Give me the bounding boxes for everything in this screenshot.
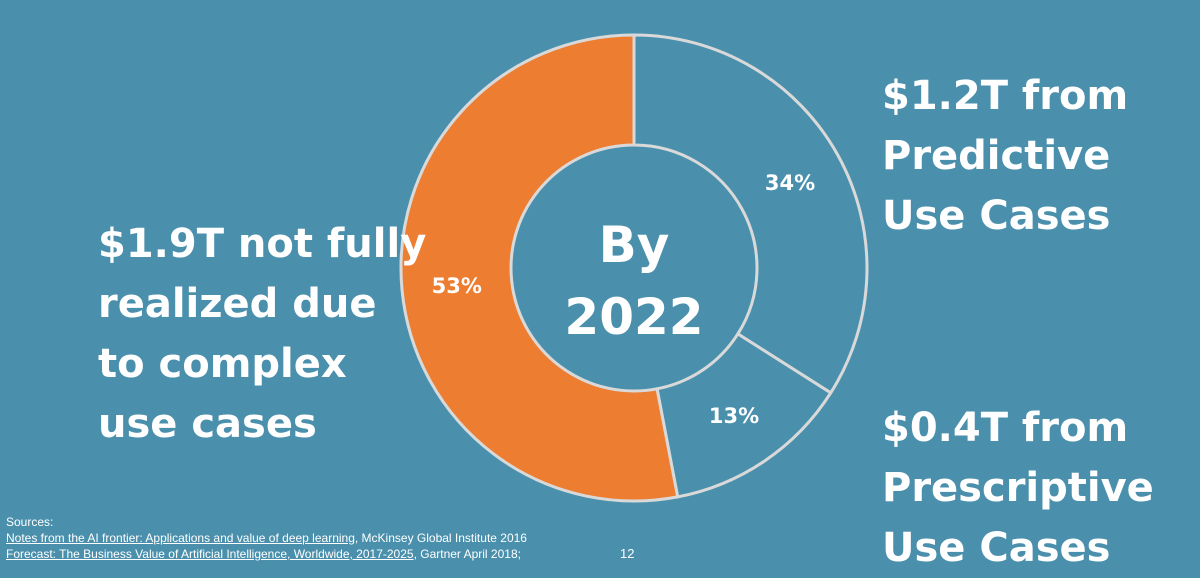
slice-value-label: 34% xyxy=(765,171,815,195)
prescriptive-annotation-line: Use Cases xyxy=(882,525,1111,571)
left-annotation: $1.9T not fully realized due to complex … xyxy=(98,214,426,454)
slice-value-label: 53% xyxy=(432,274,482,298)
sources-block: Sources: Notes from the AI frontier: App… xyxy=(6,514,527,562)
source-link[interactable]: Forecast: The Business Value of Artifici… xyxy=(6,547,414,561)
source-link[interactable]: Notes from the AI frontier: Applications… xyxy=(6,531,355,545)
donut-slice xyxy=(399,33,680,503)
left-annotation-line: $1.9T not fully xyxy=(98,221,427,267)
page-number: 12 xyxy=(620,546,635,561)
predictive-annotation-line: Predictive xyxy=(882,133,1111,179)
left-annotation-line: use cases xyxy=(98,401,317,447)
donut-slice xyxy=(632,33,869,395)
sources-heading: Sources: xyxy=(6,515,54,529)
predictive-annotation-line: $1.2T from xyxy=(882,73,1129,119)
source-detail: , McKinsey Global Institute 2016 xyxy=(354,531,527,545)
source-detail: , Gartner April 2018; xyxy=(413,547,521,561)
predictive-annotation: $1.2T from Predictive Use Cases xyxy=(882,66,1128,246)
prescriptive-annotation-line: Prescriptive xyxy=(882,465,1154,511)
left-annotation-line: to complex xyxy=(98,341,347,387)
prescriptive-annotation: $0.4T from Prescriptive Use Cases xyxy=(882,398,1154,578)
prescriptive-annotation-line: $0.4T from xyxy=(882,405,1129,451)
left-annotation-line: realized due xyxy=(98,281,377,327)
slice-value-label: 13% xyxy=(709,404,759,428)
source-item: Forecast: The Business Value of Artifici… xyxy=(6,546,527,562)
center-label-line-2: 2022 xyxy=(564,288,703,346)
source-item: Notes from the AI frontier: Applications… xyxy=(6,530,527,546)
center-label-line-1: By xyxy=(599,216,670,274)
predictive-annotation-line: Use Cases xyxy=(882,193,1111,239)
